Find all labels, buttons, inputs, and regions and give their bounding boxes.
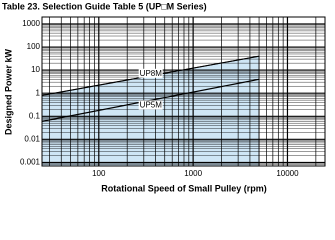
- y-tick-label: 0.001: [20, 158, 41, 167]
- y-tick-label: 0.01: [24, 134, 40, 143]
- y-tick-label: 0.1: [29, 111, 41, 120]
- series-label: UP8M: [140, 69, 163, 78]
- x-axis-label: Rotational Speed of Small Pulley (rpm): [101, 183, 267, 193]
- plot-frame: [41, 16, 326, 167]
- chart: Table 23. Selection Guide Table 5 (UP□M …: [2, 1, 326, 193]
- x-tick-label: 10000: [276, 169, 299, 178]
- series-label: UP5M: [140, 101, 163, 110]
- y-tick-label: 100: [27, 42, 41, 51]
- chart-title: Table 23. Selection Guide Table 5 (UP□M …: [2, 1, 207, 11]
- y-tick-label: 1: [36, 88, 41, 97]
- series-label-bg: [138, 68, 163, 78]
- y-tick-label: 1000: [22, 19, 40, 28]
- series-line: [41, 78, 260, 122]
- y-axis-label: Designed Power kW: [3, 48, 13, 135]
- x-tick-label: 100: [92, 169, 106, 178]
- y-tick-label: 10: [31, 65, 40, 74]
- x-tick-label: 1000: [184, 169, 202, 178]
- series-label-bg: [138, 100, 163, 110]
